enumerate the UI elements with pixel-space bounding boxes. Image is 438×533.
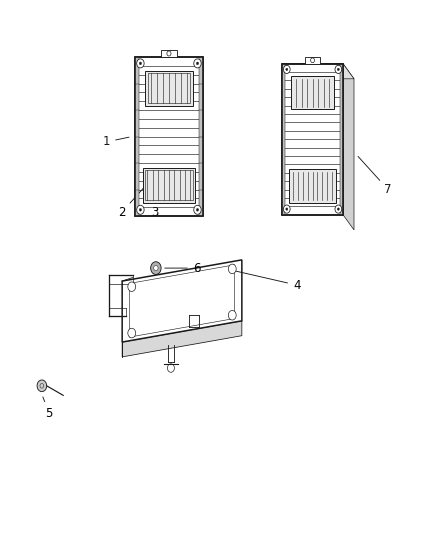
- Text: 1: 1: [102, 135, 129, 148]
- Circle shape: [337, 68, 339, 71]
- Polygon shape: [305, 57, 320, 63]
- Polygon shape: [122, 260, 242, 342]
- Text: 3: 3: [152, 188, 172, 219]
- Polygon shape: [199, 57, 203, 216]
- Circle shape: [228, 264, 236, 273]
- Text: 7: 7: [358, 156, 392, 196]
- Circle shape: [335, 66, 342, 74]
- Circle shape: [196, 62, 198, 64]
- Text: 6: 6: [165, 262, 201, 274]
- Circle shape: [196, 208, 198, 211]
- Text: 4: 4: [236, 271, 300, 292]
- Polygon shape: [143, 167, 195, 203]
- Circle shape: [128, 328, 136, 338]
- Circle shape: [151, 262, 161, 274]
- Polygon shape: [160, 50, 177, 57]
- Circle shape: [194, 205, 201, 214]
- Circle shape: [139, 208, 141, 211]
- Polygon shape: [282, 63, 343, 215]
- Polygon shape: [343, 63, 354, 230]
- Text: 2: 2: [118, 187, 144, 219]
- Circle shape: [283, 66, 290, 74]
- Circle shape: [128, 282, 136, 292]
- Circle shape: [137, 205, 144, 214]
- Circle shape: [154, 265, 158, 271]
- Circle shape: [283, 205, 290, 213]
- Polygon shape: [282, 63, 286, 215]
- Polygon shape: [145, 71, 193, 106]
- Polygon shape: [122, 321, 242, 357]
- Polygon shape: [135, 57, 203, 216]
- Circle shape: [286, 68, 288, 71]
- Circle shape: [137, 59, 144, 68]
- Circle shape: [335, 205, 342, 213]
- Polygon shape: [340, 63, 343, 215]
- Polygon shape: [135, 57, 139, 216]
- Circle shape: [286, 208, 288, 211]
- Circle shape: [139, 62, 141, 64]
- Circle shape: [37, 380, 47, 392]
- Circle shape: [228, 310, 236, 320]
- Text: 5: 5: [43, 397, 53, 420]
- Polygon shape: [282, 63, 354, 79]
- Circle shape: [337, 208, 339, 211]
- Circle shape: [194, 59, 201, 68]
- Polygon shape: [291, 76, 334, 109]
- Polygon shape: [289, 169, 336, 203]
